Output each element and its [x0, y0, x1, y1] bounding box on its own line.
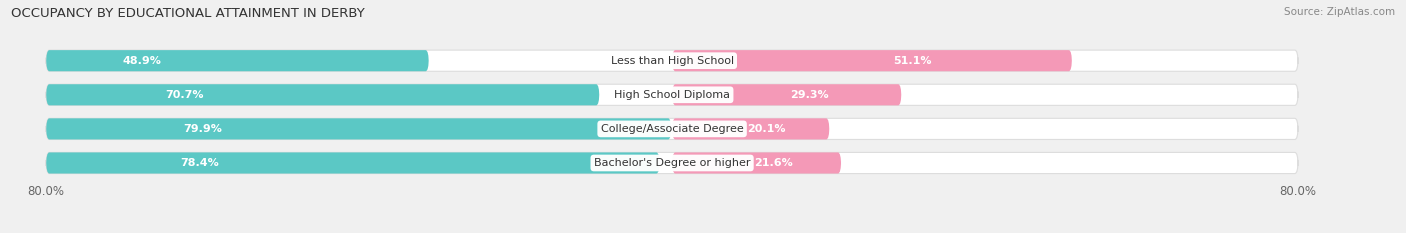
- FancyBboxPatch shape: [672, 50, 1071, 71]
- FancyBboxPatch shape: [46, 152, 659, 174]
- Text: OCCUPANCY BY EDUCATIONAL ATTAINMENT IN DERBY: OCCUPANCY BY EDUCATIONAL ATTAINMENT IN D…: [11, 7, 366, 20]
- Text: 29.3%: 29.3%: [790, 90, 830, 100]
- Text: 70.7%: 70.7%: [165, 90, 204, 100]
- Text: 79.9%: 79.9%: [183, 124, 222, 134]
- FancyBboxPatch shape: [672, 118, 830, 140]
- FancyBboxPatch shape: [672, 152, 841, 174]
- Text: Less than High School: Less than High School: [610, 56, 734, 66]
- Text: Bachelor's Degree or higher: Bachelor's Degree or higher: [593, 158, 751, 168]
- FancyBboxPatch shape: [46, 118, 671, 140]
- FancyBboxPatch shape: [46, 84, 599, 105]
- Text: 51.1%: 51.1%: [893, 56, 931, 66]
- FancyBboxPatch shape: [46, 50, 429, 71]
- Text: 48.9%: 48.9%: [122, 56, 162, 66]
- FancyBboxPatch shape: [46, 152, 1298, 174]
- Text: High School Diploma: High School Diploma: [614, 90, 730, 100]
- Text: 78.4%: 78.4%: [180, 158, 219, 168]
- Text: College/Associate Degree: College/Associate Degree: [600, 124, 744, 134]
- Text: Source: ZipAtlas.com: Source: ZipAtlas.com: [1284, 7, 1395, 17]
- Text: 20.1%: 20.1%: [747, 124, 786, 134]
- FancyBboxPatch shape: [46, 118, 1298, 140]
- FancyBboxPatch shape: [672, 84, 901, 105]
- Text: 21.6%: 21.6%: [754, 158, 793, 168]
- FancyBboxPatch shape: [46, 84, 1298, 105]
- FancyBboxPatch shape: [46, 50, 1298, 71]
